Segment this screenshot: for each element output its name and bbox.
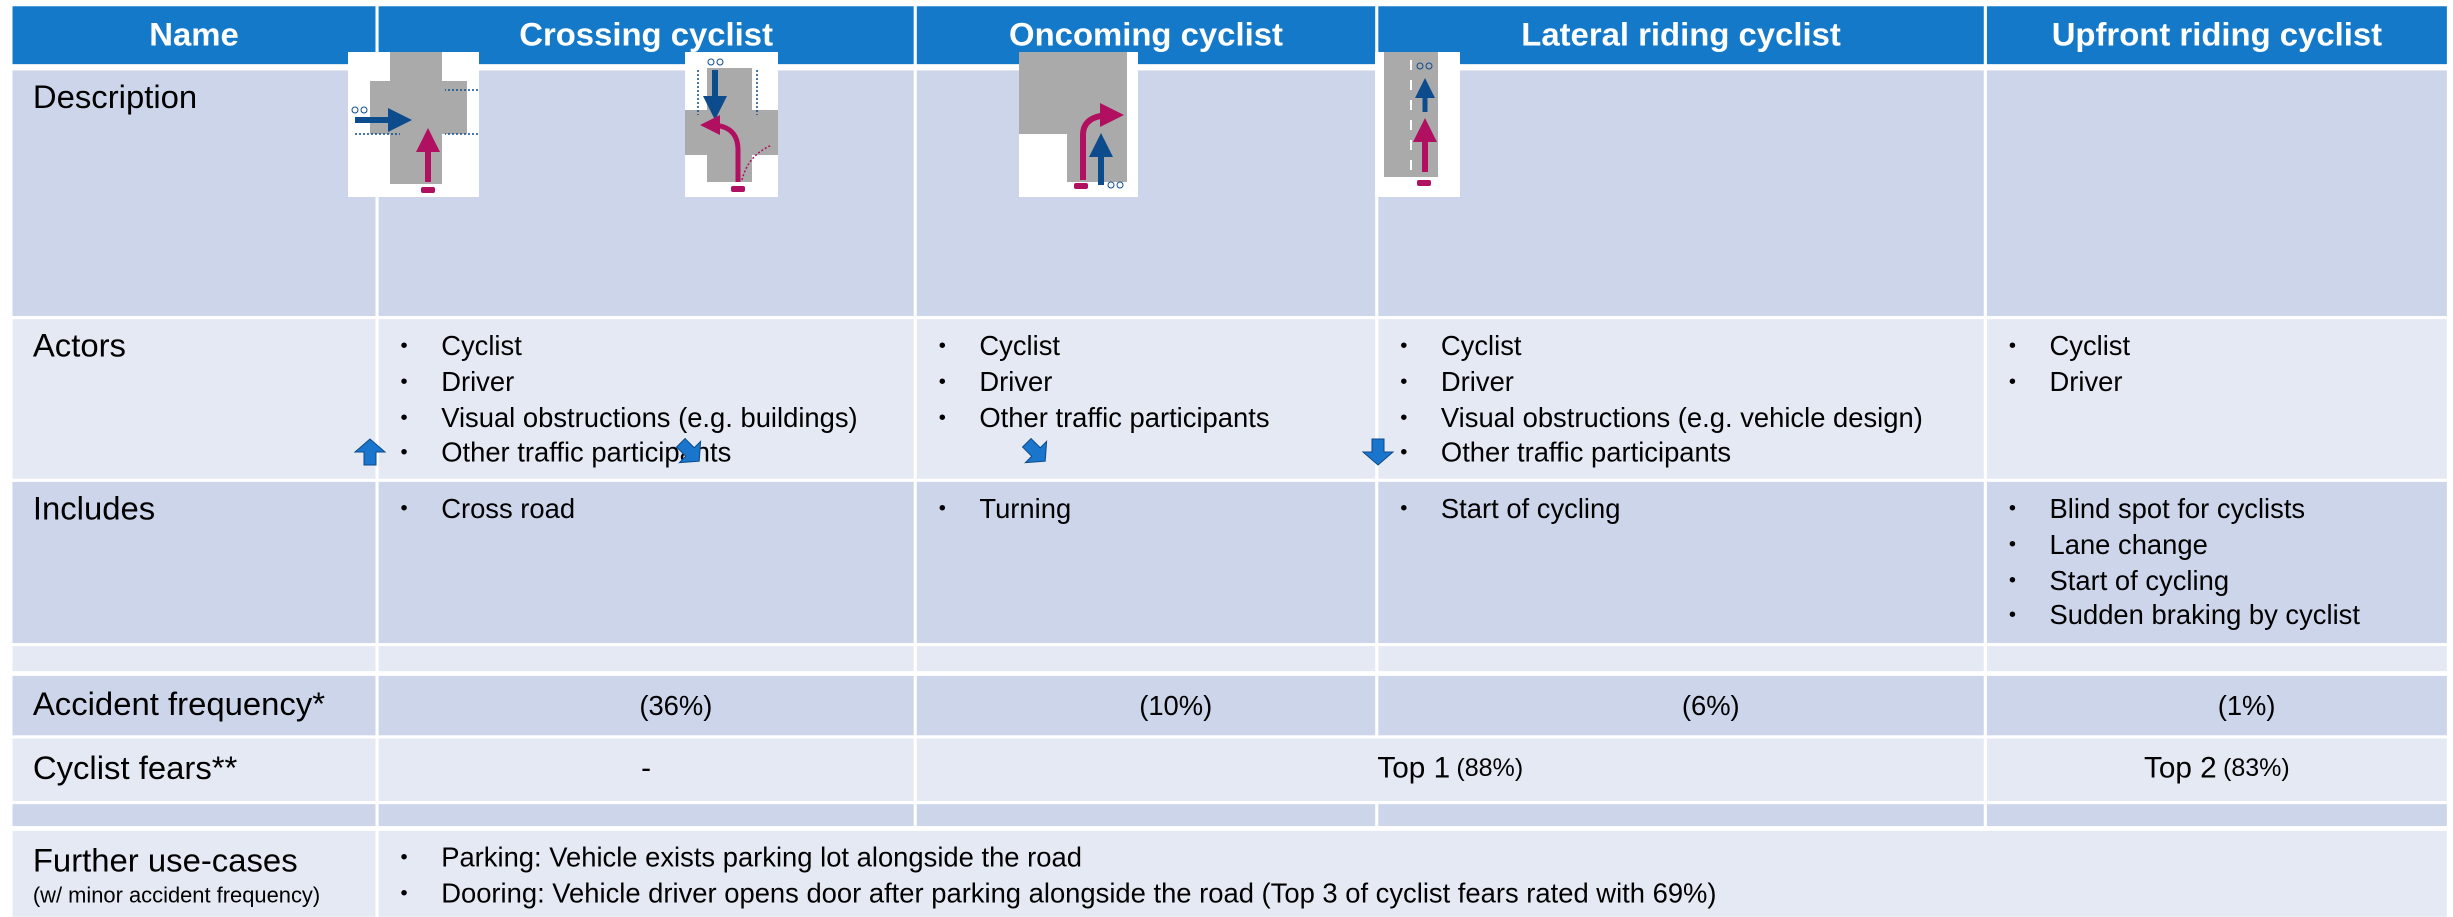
description-cell — [916, 70, 1376, 317]
description-cell — [1986, 70, 2447, 317]
actors-cell: CyclistDriverVisual obstructions (e.g. b… — [378, 319, 914, 479]
bullet-item: Visual obstructions (e.g. vehicle design… — [1400, 400, 1984, 436]
bullet-list: Blind spot for cyclistsLane changeStart … — [1987, 482, 2447, 634]
actors-cell: CyclistDriver — [1986, 319, 2447, 479]
spacer — [378, 804, 914, 827]
frequency-cell: (1%) — [1986, 675, 2447, 736]
bullet-item: Driver — [939, 364, 1375, 400]
bullet-item: Other traffic participants — [401, 436, 913, 472]
spacer — [1378, 804, 1984, 827]
bullet-list: CyclistDriverVisual obstructions (e.g. v… — [1378, 319, 1983, 471]
row-label: Includes — [12, 481, 376, 644]
fears-cell: Top 2 (83%) — [1986, 738, 2447, 802]
bullet-item: Parking: Vehicle exists parking lot alon… — [401, 840, 2447, 876]
further-cell: Parking: Vehicle exists parking lot alon… — [378, 830, 2447, 917]
spacer — [12, 804, 376, 827]
spacer — [916, 646, 1376, 672]
bullet-item: Start of cycling — [2009, 563, 2446, 599]
spacer — [916, 804, 1376, 827]
bullet-list: CyclistDriverVisual obstructions (e.g. b… — [379, 319, 914, 471]
frequency-value: (10%) — [1139, 689, 1213, 721]
includes-cell: Cross road — [378, 481, 914, 644]
header-cell: Crossing cyclist — [378, 6, 914, 65]
bullet-item: Driver — [1400, 364, 1984, 400]
row-label: Further use-cases (w/ minor accident freq… — [12, 830, 376, 917]
includes-cell: Start of cycling — [1378, 481, 1984, 644]
bullet-item: Cyclist — [939, 329, 1375, 365]
bullet-item: Driver — [401, 364, 913, 400]
header-cell: Upfront riding cyclist — [1986, 6, 2447, 65]
frequency-value: (36%) — [639, 689, 713, 721]
actors-cell: CyclistDriverVisual obstructions (e.g. v… — [1378, 319, 1984, 479]
spacer — [12, 646, 376, 672]
fears-rank: Top 2 — [2144, 752, 2217, 786]
bullet-item: Cyclist — [1400, 329, 1984, 365]
description-cell — [1378, 70, 1984, 317]
row-label: Actors — [12, 319, 376, 479]
bullet-list: Turning — [917, 482, 1375, 527]
header-cell: Name — [12, 6, 376, 65]
header-cell: Lateral riding cyclist — [1378, 6, 1984, 65]
spacer — [1378, 646, 1984, 672]
bullet-list: CyclistDriver — [1987, 319, 2447, 400]
bullet-item: Driver — [2009, 364, 2446, 400]
bullet-item: Start of cycling — [1400, 491, 1984, 527]
bullet-item: Blind spot for cyclists — [2009, 491, 2446, 527]
fears-cell: - — [378, 738, 914, 802]
bullet-item: Turning — [939, 491, 1375, 527]
bullet-item: Lane change — [2009, 527, 2446, 563]
header-cell: Oncoming cyclist — [916, 6, 1376, 65]
spacer — [1986, 804, 2447, 827]
bullet-item: Cross road — [401, 491, 913, 527]
label-sub: (w/ minor accident frequency) — [32, 882, 321, 908]
bullet-list: Cross road — [379, 482, 914, 527]
spacer — [1986, 646, 2447, 672]
bullet-item: Cyclist — [2009, 329, 2446, 365]
fears-rank: - — [641, 752, 652, 786]
fears-percent: (83%) — [2222, 755, 2290, 783]
bullet-item: Cyclist — [401, 329, 913, 365]
bullet-list: Start of cycling — [1378, 482, 1983, 527]
fears-rank: Top 1 — [1377, 752, 1451, 786]
bullet-item: Dooring: Vehicle driver opens door after… — [401, 876, 2447, 912]
bullet-list: Parking: Vehicle exists parking lot alon… — [379, 831, 2447, 912]
bullet-item: Other traffic participants — [1400, 436, 1984, 472]
bullet-item: Visual obstructions (e.g. buildings) — [401, 400, 913, 436]
bullet-item: Other traffic participants — [939, 400, 1375, 436]
frequency-value: (1%) — [2217, 689, 2276, 721]
bullet-item: Sudden braking by cyclist — [2009, 598, 2446, 634]
actors-cell: CyclistDriverOther traffic participants — [916, 319, 1376, 479]
frequency-cell: (10%) — [916, 675, 1376, 736]
row-label: Description — [12, 70, 376, 317]
description-cell — [378, 70, 914, 317]
row-label: Cyclist fears** — [12, 738, 376, 802]
fears-percent: (88%) — [1456, 755, 1524, 783]
includes-cell: Turning — [916, 481, 1376, 644]
frequency-cell: (6%) — [1378, 675, 1984, 736]
row-label: Accident frequency* — [12, 675, 376, 736]
label-main: Further use-cases — [32, 843, 298, 880]
frequency-cell: (36%) — [378, 675, 914, 736]
spacer — [378, 646, 914, 672]
fears-cell: Top 1 (88%) — [916, 738, 1984, 802]
frequency-value: (6%) — [1681, 689, 1740, 721]
bullet-list: CyclistDriverOther traffic participants — [917, 319, 1375, 436]
includes-cell: Blind spot for cyclistsLane changeStart … — [1986, 481, 2447, 644]
